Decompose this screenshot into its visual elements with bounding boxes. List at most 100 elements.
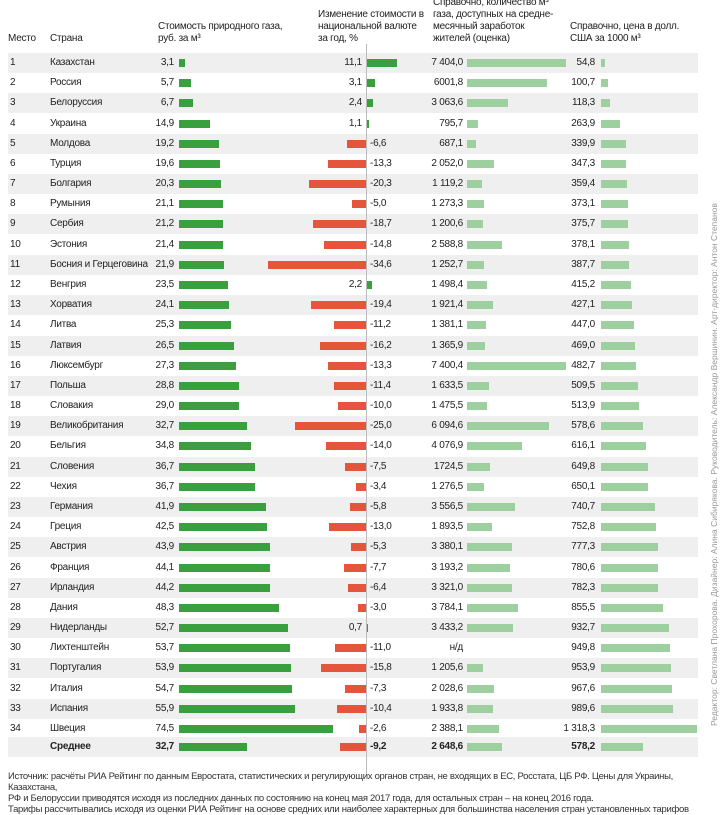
afford-value: 1 273,3: [431, 198, 463, 210]
usd-bar: [601, 462, 649, 471]
country-cell: Болгария: [50, 178, 92, 190]
country-cell: Турция: [50, 157, 82, 169]
table-row: 17 Польша 28,8 -11,4 1 633,5 509,5: [8, 375, 698, 396]
change-bar-negative: [347, 583, 366, 592]
change-value: -18,7: [370, 218, 392, 230]
rank-cell: 16: [10, 359, 21, 371]
usd-bar: [601, 99, 610, 108]
price-value: 36,7: [155, 460, 175, 472]
usd-bar: [601, 321, 634, 330]
country-cell: Австрия: [50, 541, 87, 553]
change-bar-negative: [334, 321, 366, 330]
table-row: 29 Нидерланды 52,7 0,7 3 433,2 932,7: [8, 618, 698, 639]
table-row: 13 Хорватия 24,1 -19,4 1 921,4 427,1: [8, 295, 698, 316]
price-value: 43,9: [155, 541, 175, 553]
table-row: 12 Венгрия 23,5 2,2 1 498,4 415,2: [8, 275, 698, 295]
change-value: -13,3: [370, 157, 392, 169]
change-bar-negative: [345, 684, 366, 693]
price-bar: [179, 79, 191, 88]
change-bar-negative: [344, 563, 366, 572]
price-value: 14,9: [155, 117, 175, 129]
afford-bar: [467, 422, 549, 431]
table-row: 30 Лихтенштейн 53,7 -11,0 н/д 949,8: [8, 638, 698, 658]
afford-value: 1 475,5: [431, 400, 463, 412]
country-cell: Румыния: [50, 198, 91, 210]
afford-bar: [467, 563, 510, 572]
table-row: 20 Бельгия 34,8 -14,0 4 076,9 616,1: [8, 436, 698, 456]
price-value: 74,5: [155, 722, 175, 734]
usd-value: 777,3: [571, 541, 595, 553]
change-value: -7,5: [370, 460, 387, 472]
header-afford: Справочно, количество м³ газа, доступных…: [433, 0, 554, 44]
price-bar: [179, 603, 279, 612]
usd-bar: [601, 79, 609, 88]
usd-bar: [601, 543, 658, 552]
table-row: 26 Франция 44,1 -7,7 3 193,2 780,6: [8, 558, 698, 578]
usd-value: 949,8: [571, 642, 595, 654]
afford-value: 3 321,0: [431, 581, 463, 593]
country-cell: Испания: [50, 702, 88, 714]
usd-bar: [601, 260, 630, 269]
usd-bar: [601, 422, 644, 431]
price-value: 21,2: [155, 218, 175, 230]
price-bar: [179, 119, 210, 128]
price-bar: [179, 59, 186, 67]
price-value: 3,1: [160, 57, 174, 68]
price-value: 26,5: [155, 339, 175, 351]
price-value: 24,1: [155, 299, 175, 311]
afford-value: 687,1: [439, 137, 463, 149]
price-bar: [179, 139, 219, 148]
price-bar: [179, 341, 234, 350]
change-value: -3,0: [370, 601, 387, 613]
price-bar: [179, 402, 240, 411]
country-cell: Россия: [50, 77, 82, 89]
country-cell: Эстония: [50, 238, 87, 250]
usd-bar: [601, 704, 674, 713]
country-cell: Венгрия: [50, 278, 87, 290]
change-value: -5,3: [370, 541, 387, 553]
rank-cell: 4: [10, 117, 16, 129]
usd-bar: [601, 603, 664, 612]
change-bar-negative: [328, 361, 366, 370]
table-row: 4 Украина 14,9 1,1 795,7 263,9: [8, 114, 698, 134]
table-row: 16 Люксембург 27,3 -13,3 7 400,4 482,7: [8, 356, 698, 376]
country-cell: Германия: [50, 500, 93, 512]
table-row: 19 Великобритания 32,7 -25,0 6 094,6 578,6: [8, 416, 698, 437]
usd-value: 740,7: [571, 500, 595, 512]
change-bar-negative: [347, 139, 366, 148]
afford-value: 1 200,6: [431, 218, 463, 230]
usd-bar: [601, 301, 633, 310]
change-bar-negative: [339, 743, 366, 751]
change-value: -11,0: [370, 642, 391, 654]
afford-bar: [467, 462, 491, 471]
country-cell: Среднее: [50, 741, 91, 752]
usd-value: 359,4: [571, 178, 595, 190]
change-bar-negative: [324, 240, 366, 249]
change-bar-positive: [366, 119, 370, 128]
change-bar-negative: [268, 260, 366, 269]
rank-cell: 28: [10, 601, 21, 613]
afford-bar: [467, 301, 493, 310]
change-value: -2,6: [370, 722, 387, 734]
table-row: 11 Босния и Герцеговина 21,9 -34,6 1 252,7 38…: [8, 254, 698, 275]
usd-bar: [601, 220, 629, 229]
footer-line: РФ и Белоруссии приводятся исходя из пос…: [8, 793, 594, 804]
afford-value: 2 648,6: [431, 741, 463, 752]
afford-value: 3 063,6: [431, 97, 463, 109]
rank-cell: 20: [10, 440, 21, 452]
usd-bar: [601, 664, 671, 673]
price-bar: [179, 381, 239, 390]
change-bar-negative: [351, 543, 366, 552]
change-value: 0,7: [348, 622, 362, 634]
change-bar-negative: [336, 704, 366, 713]
usd-bar: [601, 523, 656, 532]
change-bar-negative: [358, 724, 366, 733]
rank-cell: 24: [10, 521, 21, 533]
rank-cell: 32: [10, 682, 21, 694]
rank-cell: 27: [10, 581, 21, 593]
usd-bar: [601, 159, 627, 168]
country-cell: Нидерланды: [50, 622, 107, 634]
usd-value: 482,7: [571, 359, 595, 371]
price-bar: [179, 704, 295, 713]
change-bar-negative: [311, 301, 366, 310]
